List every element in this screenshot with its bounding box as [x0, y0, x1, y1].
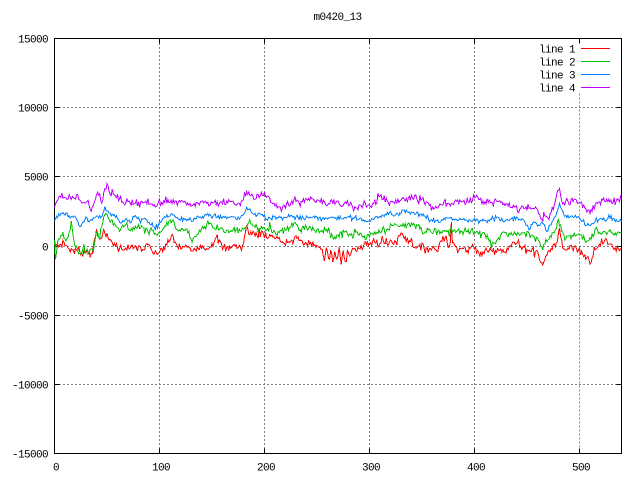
svg-text:5000: 5000	[24, 173, 48, 185]
svg-text:line 4: line 4	[539, 84, 576, 96]
svg-text:400: 400	[467, 463, 485, 475]
svg-text:-10000: -10000	[12, 381, 48, 393]
svg-text:m0420_13: m0420_13	[313, 12, 361, 24]
svg-text:200: 200	[257, 463, 275, 475]
svg-text:line 2: line 2	[539, 58, 575, 70]
svg-text:-15000: -15000	[12, 450, 48, 462]
svg-text:15000: 15000	[18, 35, 48, 47]
svg-text:100: 100	[152, 463, 170, 475]
svg-text:-5000: -5000	[18, 312, 48, 324]
svg-text:0: 0	[53, 463, 59, 475]
svg-text:line 3: line 3	[539, 71, 575, 83]
svg-text:10000: 10000	[18, 104, 48, 116]
svg-text:500: 500	[572, 463, 590, 475]
svg-text:line 1: line 1	[539, 45, 576, 57]
svg-text:300: 300	[362, 463, 380, 475]
svg-text:0: 0	[42, 243, 48, 255]
